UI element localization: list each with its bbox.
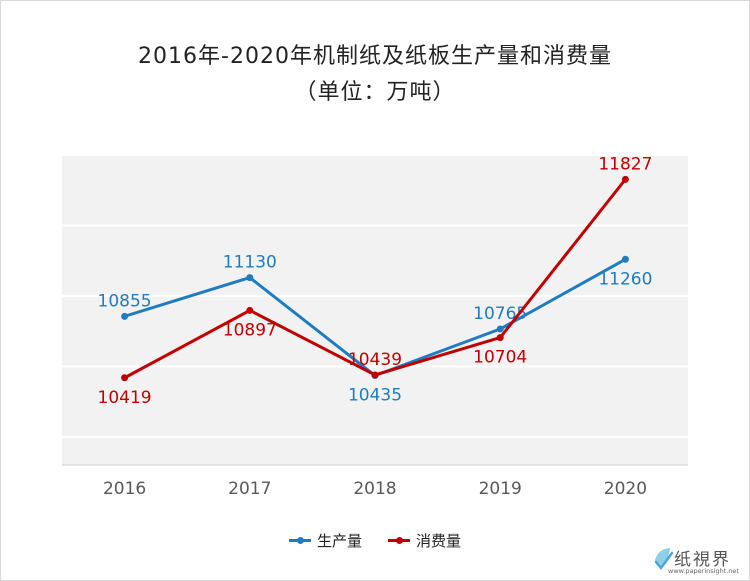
data-label: 11827 xyxy=(598,154,652,174)
data-label: 10435 xyxy=(348,386,402,406)
data-point xyxy=(121,312,129,320)
leaf-check-icon xyxy=(654,548,674,571)
data-label: 10855 xyxy=(98,291,152,311)
data-label: 10704 xyxy=(473,348,527,368)
x-tick-label: 2017 xyxy=(228,479,271,499)
legend-item-production: 生产量 xyxy=(288,530,362,551)
data-point xyxy=(621,175,629,183)
data-label: 10419 xyxy=(98,388,152,408)
legend-item-consumption: 消费量 xyxy=(388,530,461,551)
data-label: 11260 xyxy=(598,269,652,289)
legend-swatch-consumption xyxy=(388,536,410,544)
legend-label-production: 生产量 xyxy=(316,532,362,550)
data-point xyxy=(246,306,254,314)
data-point xyxy=(121,374,129,382)
chart-subtitle: （单位：万吨） xyxy=(294,80,456,105)
data-point xyxy=(496,334,504,342)
logo-text: 纸視界 xyxy=(674,550,731,570)
legend-label-consumption: 消费量 xyxy=(416,532,462,550)
legend: 生产量 消费量 xyxy=(0,530,750,551)
data-point xyxy=(246,274,254,282)
legend-swatch-production xyxy=(288,536,311,544)
data-label: 10897 xyxy=(223,320,277,340)
data-point xyxy=(371,371,379,379)
plot-area xyxy=(62,155,688,465)
data-point xyxy=(496,325,504,333)
logo-url: www.paperinsight.net xyxy=(668,567,739,575)
x-tick-label: 2018 xyxy=(353,479,396,499)
x-tick-label: 2016 xyxy=(103,479,146,499)
x-tick-label: 2019 xyxy=(479,479,522,499)
data-label: 10439 xyxy=(348,350,402,370)
chart-title: 2016年-2020年机制纸及纸板生产量和消费量 xyxy=(138,44,612,69)
x-tick-label: 2020 xyxy=(604,479,647,499)
brand-logo: 纸視界 www.paperinsight.net xyxy=(652,545,744,577)
data-point xyxy=(621,255,629,263)
data-label: 11130 xyxy=(223,253,277,273)
